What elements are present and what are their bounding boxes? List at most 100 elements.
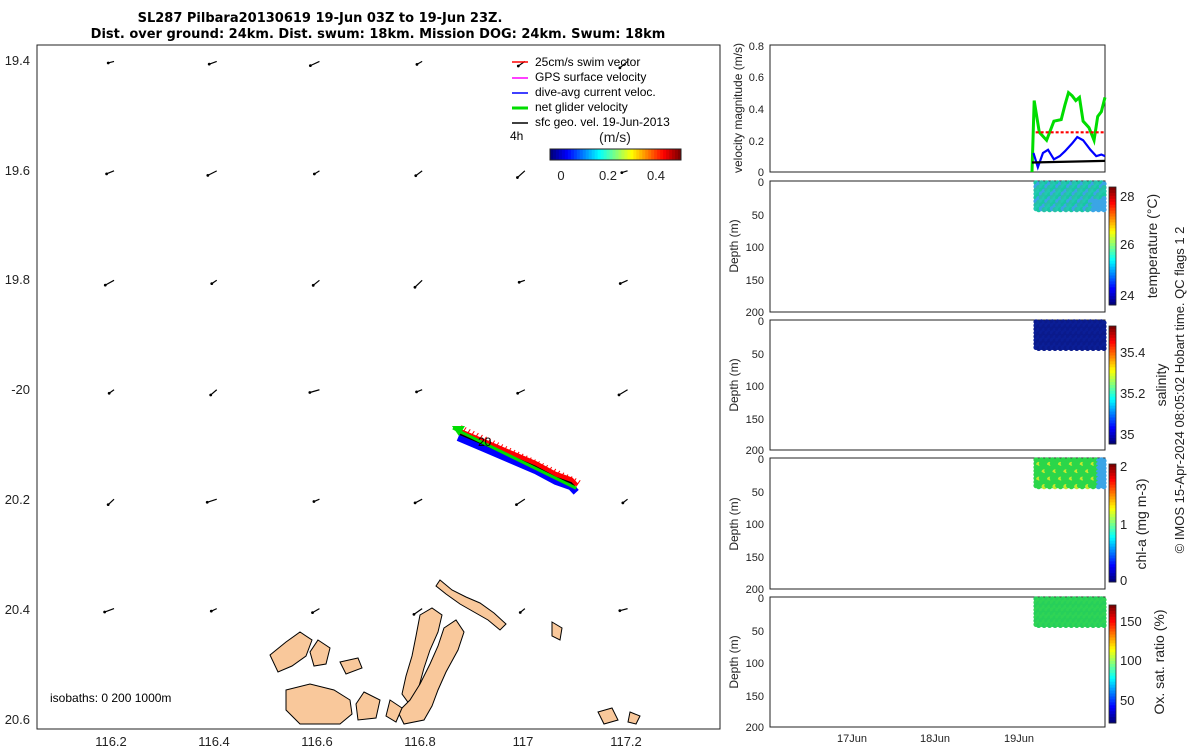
section-data-point <box>1101 207 1107 213</box>
map-ytick-label: 20.4 <box>5 602 30 617</box>
colorbar-segment <box>1109 240 1116 244</box>
geostrophic-arrow <box>516 498 526 506</box>
speed-colorbar-segment <box>621 149 625 160</box>
velocity-ytick: 0.6 <box>749 72 764 84</box>
chlorophyll-section-dots <box>1033 457 1107 490</box>
speed-colorbar-segment <box>639 149 643 160</box>
colorbar-segment <box>1109 570 1116 574</box>
colorbar-segment <box>1109 358 1116 362</box>
speed-colorbar-segment <box>648 149 652 160</box>
speed-colorbar-segment <box>657 149 661 160</box>
arrow-head <box>618 282 622 285</box>
oxygen-cbar-tick: 50 <box>1120 693 1134 708</box>
colorbar-segment <box>1109 558 1116 562</box>
colorbar-segment <box>1109 640 1116 644</box>
arrow-head <box>516 391 520 395</box>
colorbar-segment <box>1109 699 1116 703</box>
colorbar-segment <box>1109 508 1116 512</box>
colorbar-segment <box>1109 346 1116 350</box>
colorbar-segment <box>1109 266 1116 270</box>
velocity-frame <box>769 44 1106 173</box>
depth-tick: 200 <box>746 445 764 457</box>
colorbar-segment <box>1109 717 1116 721</box>
colorbar-segment <box>1109 661 1116 665</box>
geostrophic-arrow <box>104 279 115 286</box>
depth-ylabel: Depth (m) <box>727 497 741 550</box>
speed-colorbar-segment <box>618 149 622 160</box>
colorbar-segment <box>1109 534 1116 539</box>
colorbar-segment <box>1109 234 1116 238</box>
speed-colorbar-segment <box>666 149 670 160</box>
colorbar-segment <box>1109 693 1116 697</box>
speed-colorbar-segment <box>594 149 599 160</box>
colorbar-segment <box>1109 438 1116 442</box>
land-polygon <box>355 691 381 721</box>
velocity-series-line <box>1030 89 1107 173</box>
colorbar-segment <box>1109 552 1116 556</box>
colorbar-segment <box>1109 326 1116 330</box>
colorbar-segment <box>1109 643 1116 647</box>
geostrophic-arrow <box>618 389 628 396</box>
land-masses <box>269 579 641 725</box>
colorbar-segment <box>1109 243 1116 247</box>
arrow-head <box>103 610 107 614</box>
arrow-head <box>103 283 107 287</box>
section-data-point <box>1101 484 1107 490</box>
geostrophic-arrow <box>207 170 218 176</box>
colorbar-segment <box>1109 210 1116 214</box>
swim-vector <box>559 472 565 479</box>
depth-ylabel: Depth (m) <box>727 358 741 411</box>
colorbar-segment <box>1109 687 1116 691</box>
speed-colorbar-segment <box>660 149 664 160</box>
colorbar-segment <box>1109 435 1116 439</box>
colorbar-segment <box>1109 417 1116 421</box>
colorbar-segment <box>1109 343 1116 348</box>
arrow-head <box>414 174 418 178</box>
speed-colorbar-segment <box>609 149 614 160</box>
colorbar-segment <box>1109 246 1116 250</box>
colorbar-segment <box>1109 364 1116 368</box>
speed-colorbar-segment <box>561 149 566 160</box>
colorbar-segment <box>1109 555 1116 559</box>
colorbar-segment <box>1109 367 1116 371</box>
colorbar-segment <box>1109 514 1116 518</box>
arrow-head <box>621 501 625 505</box>
legend-label-sfc-geo: sfc geo. vel. 19-Jun-2013 <box>535 115 670 129</box>
depth-tick: 200 <box>746 584 764 596</box>
colorbar-segment <box>1109 352 1116 356</box>
colorbar-segment <box>1109 408 1116 412</box>
colorbar-segment <box>1109 432 1116 436</box>
arrow-head <box>618 66 622 70</box>
colorbar-segment <box>1109 576 1116 580</box>
arrow-head <box>516 176 519 179</box>
land-polygon <box>269 631 313 673</box>
arrow-head <box>106 503 110 507</box>
velocity-series-line <box>1032 135 1106 171</box>
colorbar-segment <box>1109 481 1116 486</box>
swim-vector <box>514 451 520 459</box>
land-polygon <box>385 699 403 723</box>
arrow-head <box>209 609 213 613</box>
salinity-panel: 0 50 100 150 200 Depth (m) 35.4 35.2 35 … <box>727 316 1169 457</box>
velocity-ytick: 0 <box>758 167 764 179</box>
arrow-head <box>518 611 522 614</box>
colorbar-segment <box>1109 502 1116 506</box>
speed-colorbar-segment <box>678 149 682 160</box>
depth-tick: 50 <box>752 487 764 499</box>
colorbar-segment <box>1109 616 1116 621</box>
depth-ylabel: Depth (m) <box>727 219 741 272</box>
colorbar-segment <box>1109 382 1116 386</box>
time-xtick-label: 17Jun <box>837 733 867 745</box>
temperature-colorbar <box>1109 187 1116 306</box>
colorbar-segment <box>1109 192 1116 197</box>
velocity-series <box>1030 89 1107 173</box>
glider-track <box>451 425 581 495</box>
arrow-head <box>106 61 110 65</box>
speed-colorbar-segment <box>636 149 640 160</box>
section-panels: 0 50 100 150 200 Depth (m) 28 26 24 temp… <box>727 177 1169 745</box>
depth-tick: 200 <box>746 307 764 319</box>
speed-colorbar-segment <box>633 149 637 160</box>
colorbar-segment <box>1109 675 1116 680</box>
arrow-head <box>620 171 624 175</box>
arrow-head <box>312 172 316 176</box>
